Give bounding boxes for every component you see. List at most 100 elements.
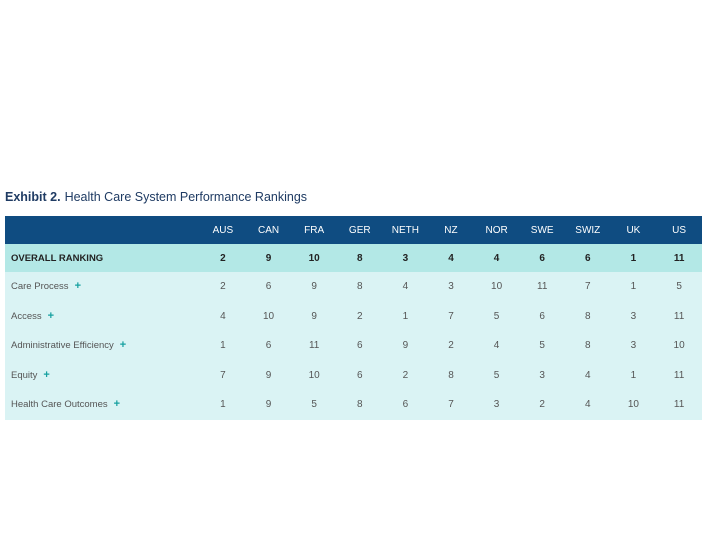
rank-cell-can: 10 [262, 310, 275, 322]
column-header-can: CAN [257, 224, 280, 236]
rank-cell-nz: 4 [448, 252, 454, 264]
rank-cell-uk: 3 [630, 340, 637, 352]
table-row-equity[interactable]: Equity +7 9 10 6 2 8 5 3 4 1 11 [5, 360, 702, 390]
rank-cell-neth: 2 [402, 369, 409, 381]
rank-cell-swiz: 4 [585, 369, 591, 381]
rank-cell-nor: 5 [493, 310, 500, 322]
rank-cell-swiz: 8 [585, 340, 591, 352]
rank-cell-can: 9 [265, 369, 272, 381]
expand-plus-icon[interactable]: + [74, 280, 81, 293]
header-blank-cell [5, 216, 200, 244]
rank-cell-swe: 2 [539, 399, 545, 411]
expand-plus-icon[interactable]: + [113, 398, 121, 411]
column-header-nz: NZ [444, 224, 458, 236]
rank-cell-swiz: 6 [585, 252, 591, 264]
row-label-cell: OVERALL RANKING [5, 244, 200, 272]
exhibit-title-text: Health Care System Performance Rankings [64, 190, 308, 204]
row-label: OVERALL RANKING [11, 252, 104, 264]
rank-cell-ger: 6 [356, 369, 363, 381]
rank-cell-swe: 11 [537, 281, 548, 293]
row-label: Access [11, 310, 42, 322]
rank-cell-aus: 7 [220, 369, 226, 381]
rank-cell-nz: 3 [448, 281, 454, 293]
rank-cell-uk: 1 [630, 281, 637, 293]
rank-cell-can: 6 [265, 281, 272, 293]
rank-cell-us: 10 [673, 340, 685, 352]
rank-cell-uk: 10 [627, 399, 639, 411]
row-label: Care Process [11, 281, 69, 293]
rank-cell-can: 9 [265, 399, 272, 411]
row-label-cell: Administrative Efficiency + [5, 331, 200, 361]
table-row-administrative-efficiency[interactable]: Administrative Efficiency +1 6 11 6 9 2 4 5 8 3 10 [5, 331, 702, 361]
rank-cell-nz: 2 [448, 340, 454, 352]
rank-cell-us: 11 [673, 310, 685, 322]
rank-cell-us: 5 [676, 281, 682, 293]
table-row-overall-ranking: OVERALL RANKING 2 9 10 8 3 4 4 6 6 1 11 [5, 244, 702, 272]
rank-cell-swe: 6 [539, 252, 545, 264]
rank-cell-neth: 4 [402, 281, 409, 293]
column-header-swiz: SWIZ [575, 224, 601, 236]
rank-cell-aus: 4 [220, 310, 226, 322]
row-label-cell: Care Process + [5, 272, 200, 302]
rank-cell-uk: 1 [630, 252, 637, 264]
rank-cell-aus: 2 [220, 252, 226, 264]
rank-cell-nor: 5 [493, 369, 500, 381]
rank-cell-ger: 8 [356, 252, 363, 264]
rank-cell-us: 11 [673, 369, 685, 381]
expand-plus-icon[interactable]: + [43, 368, 50, 381]
table-row-care-process[interactable]: Care Process +2 6 9 8 4 3 10 11 7 1 5 [5, 272, 702, 302]
rank-cell-us: 11 [673, 252, 685, 264]
column-header-ger: GER [348, 224, 371, 236]
rank-cell-neth: 6 [402, 399, 409, 411]
table-row-health-care-outcomes[interactable]: Health Care Outcomes +1 9 5 8 6 7 3 2 4 10 11 [5, 390, 702, 420]
rank-cell-ger: 8 [356, 281, 363, 293]
row-label-cell: Access + [5, 302, 200, 332]
rank-cell-nz: 7 [448, 399, 454, 411]
exhibit-number: Exhibit 2. [5, 190, 61, 204]
rank-cell-nz: 8 [448, 369, 454, 381]
rank-cell-fra: 9 [311, 310, 317, 322]
rank-cell-can: 9 [265, 252, 272, 264]
rank-cell-nor: 10 [491, 281, 503, 293]
rank-cell-swe: 6 [539, 310, 545, 322]
rank-cell-swe: 5 [539, 340, 545, 352]
row-label: Equity [11, 369, 38, 381]
rank-cell-nz: 7 [448, 310, 454, 322]
expand-plus-icon[interactable]: + [47, 309, 55, 322]
rank-cell-neth: 9 [402, 340, 409, 352]
column-header-fra: FRA [304, 224, 325, 236]
rank-cell-nor: 4 [493, 340, 500, 352]
rank-cell-ger: 2 [356, 310, 363, 322]
rank-cell-aus: 1 [220, 399, 226, 411]
expand-plus-icon[interactable]: + [119, 339, 127, 352]
rank-cell-swiz: 7 [585, 281, 591, 293]
row-label: Administrative Efficiency [11, 340, 114, 352]
rank-cell-uk: 1 [630, 369, 637, 381]
row-label-cell: Health Care Outcomes + [5, 390, 200, 420]
rank-cell-swe: 3 [539, 369, 545, 381]
column-header-nor: NOR [485, 224, 508, 236]
table-body: OVERALL RANKING 2 9 10 8 3 4 4 6 6 1 11 Care Process… [5, 244, 702, 420]
rank-cell-uk: 3 [630, 310, 637, 322]
rank-cell-swiz: 4 [585, 399, 591, 411]
rank-cell-fra: 11 [308, 340, 320, 352]
rank-cell-can: 6 [265, 340, 272, 352]
table-header-row: AUS CAN FRA GER NETH NZ NOR SWE SWIZ UK US [5, 216, 702, 244]
rank-cell-fra: 10 [308, 369, 320, 381]
rank-cell-ger: 8 [356, 399, 363, 411]
column-header-neth: NETH [391, 224, 419, 236]
rank-cell-swiz: 8 [585, 310, 591, 322]
table-row-access[interactable]: Access +4 10 9 2 1 7 5 6 8 3 11 [5, 301, 702, 332]
rank-cell-fra: 5 [311, 399, 317, 411]
rank-cell-fra: 10 [308, 252, 320, 264]
column-header-uk: UK [626, 224, 641, 236]
rank-cell-neth: 3 [402, 252, 409, 264]
rank-cell-neth: 1 [402, 310, 409, 322]
rank-cell-us: 11 [673, 399, 685, 411]
rank-cell-ger: 6 [356, 340, 363, 352]
column-header-us: US [672, 224, 687, 236]
rank-cell-nor: 3 [493, 399, 500, 411]
row-label: Health Care Outcomes [11, 399, 108, 411]
column-header-aus: AUS [212, 224, 234, 236]
